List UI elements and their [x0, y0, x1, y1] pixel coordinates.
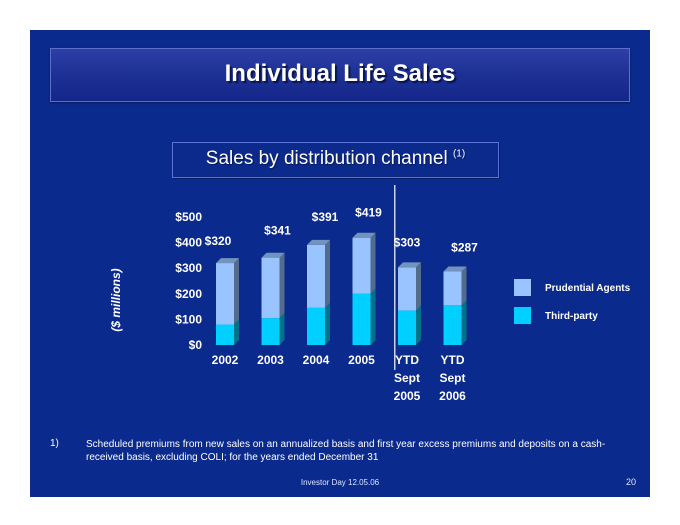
sales-bar-chart: ($ millions) $0 $100 $200 $300 $400 $500$320 $3…: [109, 185, 631, 403]
y-tick-label: $300: [175, 261, 202, 275]
bar-third-party-side: [370, 288, 376, 345]
x-category-label: 2004: [303, 353, 330, 367]
bar-prudential-agents: [307, 244, 325, 308]
x-category-label-line: 2004: [303, 353, 330, 367]
bar-prudential-agents: [352, 237, 371, 294]
x-category-label: YTD Sept 2005: [394, 353, 421, 403]
bar-prudential-agents: [443, 271, 462, 306]
slide-title: Individual Life Sales: [224, 60, 456, 87]
chart-subtitle-text: Sales by distribution channel: [205, 148, 448, 169]
bar-total-label: $303: [394, 235, 421, 249]
bar-prudential-agents: [261, 257, 280, 319]
bar-third-party: [443, 305, 462, 345]
footnote: Scheduled premiums from new sales on an …: [86, 439, 606, 463]
bar-prudential-agents-side: [325, 239, 330, 308]
bar-total-label: $419: [355, 206, 382, 220]
bar-third-party: [398, 310, 416, 345]
x-category-label: YTD Sept 2006: [439, 353, 466, 403]
bar-third-party: [261, 318, 280, 345]
x-category-label-line: Sept: [394, 371, 420, 385]
y-tick-label: $400: [175, 236, 202, 250]
bar-top-face: [261, 252, 285, 258]
x-category-label: 2005: [348, 353, 375, 367]
title-bar: Individual Life Sales: [50, 48, 630, 102]
bar-top-face: [443, 266, 467, 272]
y-tick-label: $100: [175, 312, 202, 326]
bar-top-face: [216, 258, 239, 264]
x-category-label-line: YTD: [441, 353, 465, 367]
y-axis-title: ($ millions): [109, 268, 123, 331]
legend-label: Prudential Agents: [545, 283, 631, 294]
legend-swatch: [514, 279, 531, 296]
y-tick-label: $0: [189, 338, 203, 352]
bar-top-face: [307, 239, 330, 245]
bar-top-face: [398, 262, 421, 268]
x-category-label: 2002: [212, 353, 239, 367]
y-tick-label: $500: [175, 210, 202, 224]
bar-third-party: [352, 293, 371, 345]
x-category-label-line: YTD: [395, 353, 419, 367]
bar-third-party-side: [234, 319, 239, 345]
x-category-label-line: 2005: [394, 389, 421, 403]
bar-top-face: [352, 232, 376, 238]
x-category-label: 2003: [257, 353, 284, 367]
page-number: 20: [625, 477, 636, 487]
footnote-reference: (1): [452, 148, 466, 160]
y-tick-label: $200: [175, 287, 202, 301]
bar-total-label: $287: [451, 241, 478, 255]
bar-third-party-side: [416, 305, 421, 345]
x-category-label-line: 2006: [439, 389, 466, 403]
bar-prudential-agents-side: [416, 262, 421, 311]
x-category-label-line: 2005: [348, 353, 375, 367]
footnote-marker: 1): [50, 438, 59, 449]
x-category-label-line: 2003: [257, 353, 284, 367]
footer-text: Investor Day 12.05.06: [300, 478, 380, 487]
x-category-label-line: 2002: [212, 353, 239, 367]
bar-prudential-agents-side: [234, 258, 239, 325]
bar-prudential-agents-side: [370, 232, 376, 294]
bar-total-label: $391: [312, 210, 339, 224]
bar-third-party: [307, 307, 325, 345]
chart-subtitle: Sales by distribution channel (1): [173, 148, 498, 170]
bar-prudential-agents-side: [279, 252, 285, 319]
legend-label: Third-party: [545, 311, 598, 322]
bar-third-party-side: [325, 302, 330, 345]
bar-third-party-side: [279, 313, 285, 345]
bar-prudential-agents-side: [461, 266, 467, 306]
chart-subtitle-box: Sales by distribution channel (1): [172, 142, 499, 178]
bar-third-party: [216, 324, 234, 345]
bar-third-party-side: [461, 300, 467, 345]
bar-prudential-agents: [216, 263, 234, 325]
bar-total-label: $341: [264, 224, 291, 238]
bar-prudential-agents: [398, 267, 416, 311]
x-category-label-line: Sept: [439, 371, 465, 385]
legend-swatch: [514, 307, 531, 324]
bar-total-label: $320: [205, 234, 232, 248]
slide: Individual Life Sales Sales by distribut…: [30, 30, 650, 497]
